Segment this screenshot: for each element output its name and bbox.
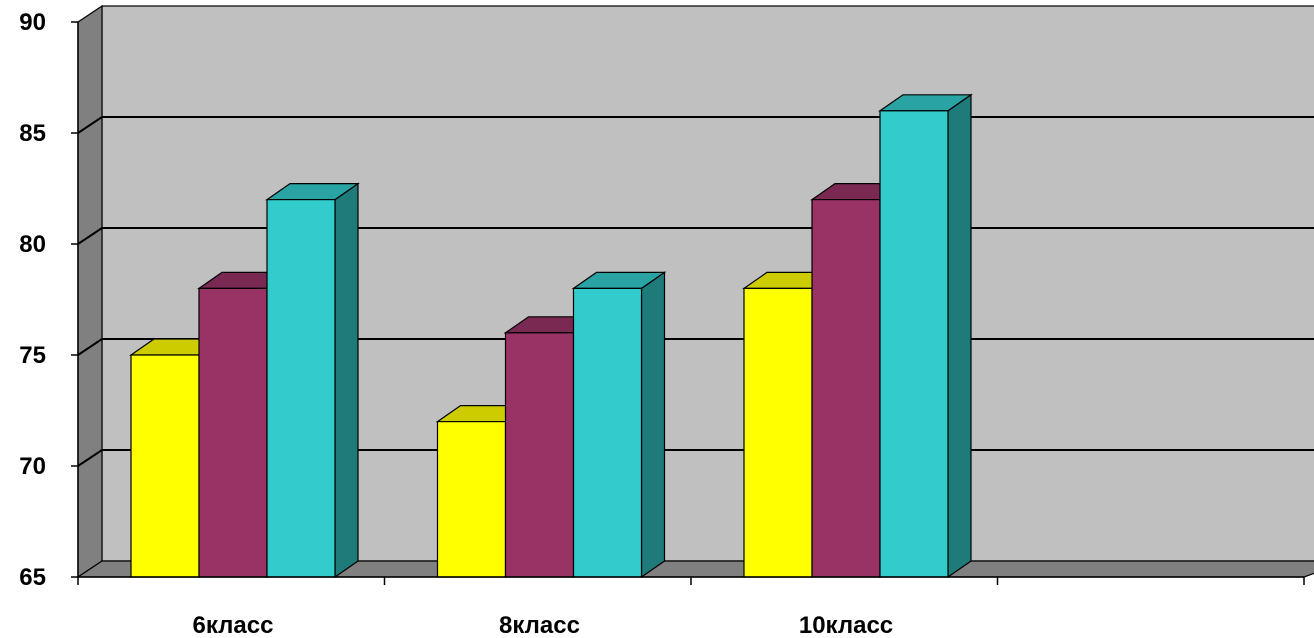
x-category-labels: 6класс 8класс 10класс	[193, 612, 894, 638]
x-category-label: 6класс	[193, 612, 274, 638]
x-category-label: 10класс	[799, 612, 893, 638]
y-tick-label: 75	[19, 342, 46, 369]
y-tick-labels: 65 70 75 80 85 90	[19, 9, 46, 591]
bar	[436, 421, 507, 578]
y-tick-label: 90	[19, 9, 46, 36]
y-tick-label: 70	[19, 453, 46, 480]
bar	[504, 332, 575, 578]
x-category-label: 8класс	[499, 612, 580, 638]
bar	[743, 287, 813, 578]
side-wall	[77, 4, 103, 579]
bar	[130, 354, 200, 578]
bar	[266, 199, 336, 578]
bars	[129, 93, 973, 579]
bar	[879, 110, 949, 578]
y-tick-label: 65	[19, 564, 46, 591]
y-tick-label: 80	[19, 231, 46, 258]
bar-side	[947, 93, 972, 579]
bar	[572, 287, 643, 578]
bar	[811, 199, 881, 578]
bar-side	[640, 271, 666, 579]
bar	[198, 287, 268, 578]
bar-side	[334, 182, 359, 579]
axes	[71, 21, 1305, 585]
y-tick-label: 85	[19, 120, 46, 147]
